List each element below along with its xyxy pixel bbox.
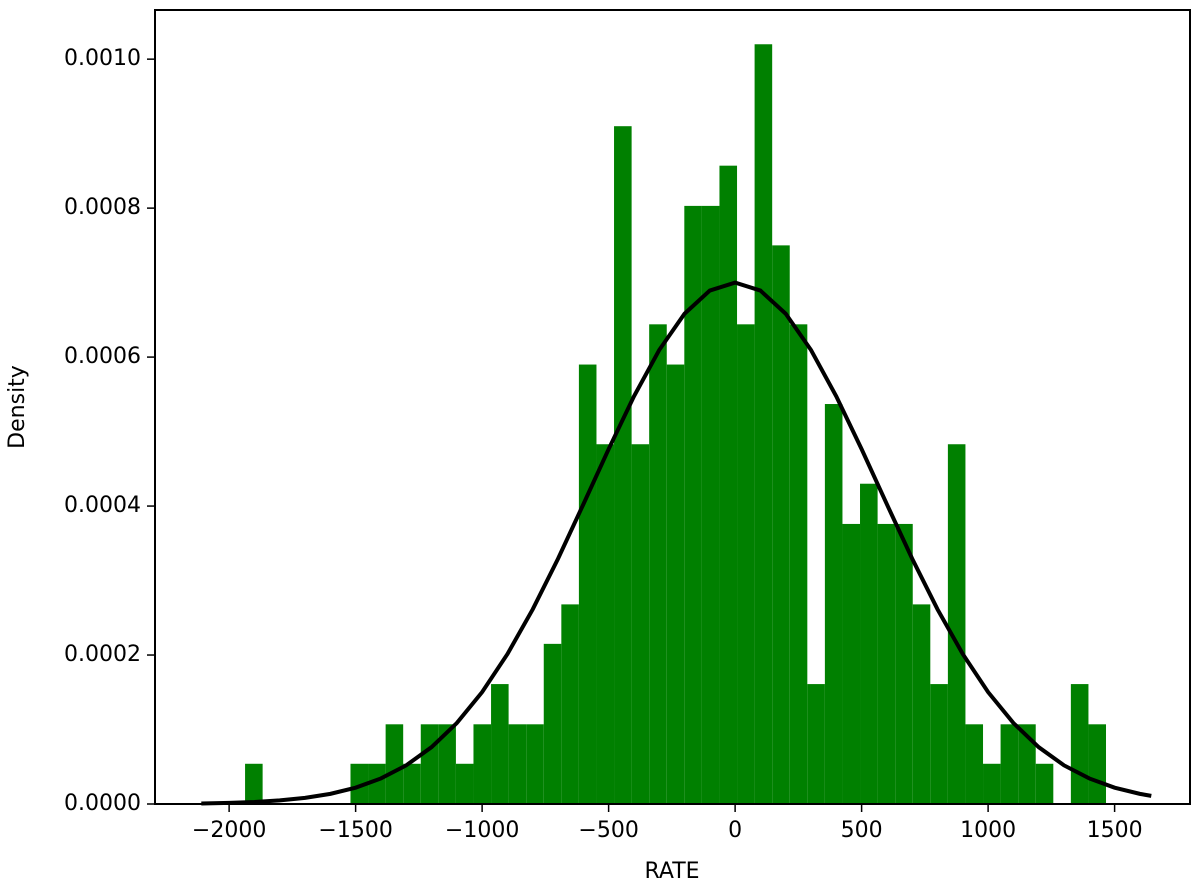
bar — [614, 126, 632, 804]
y-tick-label: 0.0000 — [64, 791, 141, 816]
bar — [947, 444, 966, 804]
bar — [631, 444, 650, 804]
bar — [807, 684, 825, 804]
x-axis-label: RATE — [644, 859, 699, 884]
bar — [578, 364, 597, 804]
y-tick-label: 0.0002 — [64, 642, 141, 667]
bar — [649, 324, 667, 804]
bar — [1000, 724, 1019, 804]
x-tick-label: 500 — [841, 818, 883, 843]
bar — [930, 684, 948, 804]
bar — [438, 724, 456, 804]
density-curve — [201, 280, 1152, 806]
bar — [912, 604, 931, 804]
bar — [684, 205, 702, 804]
bar — [473, 724, 492, 804]
bar — [385, 724, 404, 804]
bar — [491, 684, 509, 804]
bar — [701, 205, 720, 804]
bar — [965, 724, 984, 804]
bar — [789, 324, 808, 804]
bar — [403, 763, 421, 804]
bar — [983, 763, 1001, 804]
x-tick-label: −500 — [578, 818, 638, 843]
x-tick-label: −2000 — [192, 818, 266, 843]
bar — [543, 643, 562, 804]
bar — [350, 763, 369, 804]
x-tick-label: 0 — [728, 818, 742, 843]
x-tick-label: −1000 — [445, 818, 519, 843]
y-tick-label: 0.0004 — [64, 493, 141, 518]
bar — [368, 763, 386, 804]
bar — [1088, 724, 1107, 804]
bar — [1035, 763, 1054, 804]
bar — [895, 523, 913, 804]
plot-frame — [154, 9, 1191, 805]
bar — [824, 404, 843, 804]
y-axis-label: Density — [5, 365, 30, 449]
bar — [842, 523, 861, 804]
bar — [508, 724, 527, 804]
bar — [860, 483, 878, 804]
x-tick-label: 1000 — [960, 818, 1016, 843]
bar — [596, 444, 615, 804]
bar — [561, 604, 579, 804]
x-tick-label: 1500 — [1087, 818, 1143, 843]
bar — [526, 724, 544, 804]
y-tick-label: 0.0008 — [64, 195, 141, 220]
x-tick-label: −1500 — [318, 818, 392, 843]
bar — [666, 364, 685, 804]
bar — [420, 724, 439, 804]
bar — [754, 44, 773, 804]
bar — [877, 523, 896, 804]
bar — [245, 763, 263, 804]
bar — [737, 324, 755, 804]
bar — [772, 245, 790, 804]
bar — [1018, 724, 1036, 804]
bar — [1070, 684, 1089, 804]
y-tick-label: 0.0006 — [64, 344, 141, 369]
y-tick-label: 0.0010 — [64, 46, 141, 71]
bar — [455, 763, 474, 804]
bar — [719, 165, 738, 804]
